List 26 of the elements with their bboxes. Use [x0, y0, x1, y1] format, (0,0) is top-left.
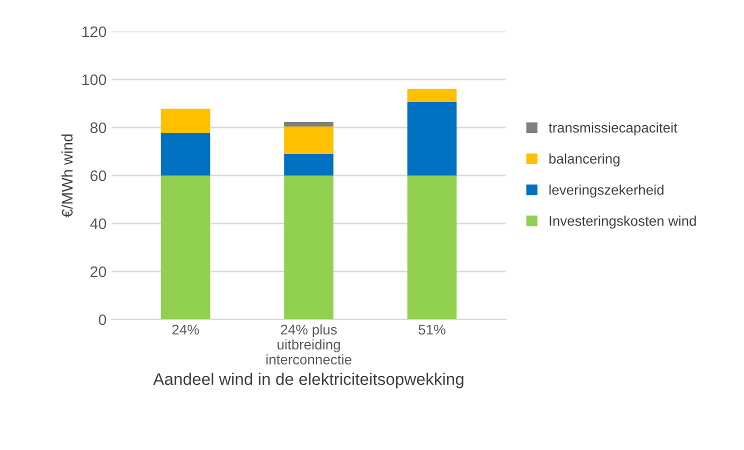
- x-axis-title: Aandeel wind in de elektriciteitsopwekking: [153, 372, 464, 388]
- bar: [284, 176, 334, 320]
- bar: [407, 88, 457, 102]
- x-tick-label: 24%: [172, 324, 199, 335]
- y-tick-label: 120: [82, 26, 106, 38]
- y-tick-label: 20: [90, 266, 106, 278]
- y-tick-label: 100: [82, 74, 106, 86]
- legend-label: balancering: [549, 154, 620, 166]
- bar: [407, 102, 457, 176]
- bar: [407, 176, 457, 320]
- x-tick-label: 24% plus uitbreiding interconnectie: [266, 324, 352, 364]
- bar: [284, 126, 334, 154]
- y-tick-label: 60: [90, 170, 106, 182]
- y-tick-label: 0: [98, 314, 106, 326]
- legend-label: Investeringskosten wind: [550, 216, 696, 229]
- bar: [160, 176, 210, 320]
- legend-label: transmissiecapaciteit: [548, 122, 678, 136]
- bar: [160, 108, 210, 134]
- bar: [284, 154, 334, 176]
- bar: [160, 133, 210, 176]
- x-tick-label: 51%: [418, 324, 446, 335]
- y-axis-title: €/MWh wind: [61, 134, 73, 218]
- legend-label: leveringszekerheid: [549, 184, 664, 198]
- bar: [284, 122, 334, 127]
- y-tick-label: 40: [90, 218, 106, 230]
- y-tick-label: 80: [90, 122, 106, 134]
